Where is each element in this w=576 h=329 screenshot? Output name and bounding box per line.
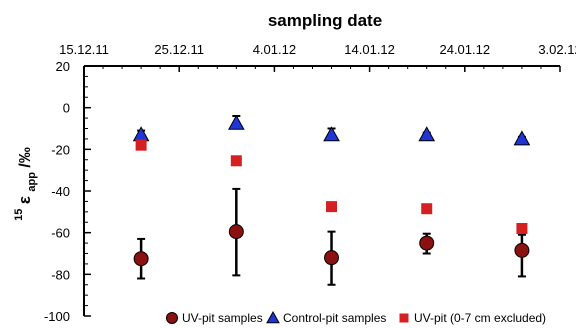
legend-label: UV-pit samples <box>182 311 263 325</box>
data-point-square <box>135 139 147 151</box>
x-tick-label: 15.12.11 <box>59 42 109 57</box>
y-axis-title-superscript: 15 <box>13 209 25 221</box>
data-point-square <box>516 223 528 234</box>
x-tick-label: 4.01.12 <box>253 42 296 57</box>
data-point-square <box>230 155 242 167</box>
data-point-circle <box>324 250 340 266</box>
y-tick-label: -100 <box>44 309 70 324</box>
legend-marker-square <box>399 313 409 323</box>
data-point-triangle <box>227 114 245 130</box>
y-axis-title: 15 ε app /‰ <box>9 147 39 221</box>
y-tick-label: -80 <box>51 267 70 282</box>
data-point-triangle <box>132 126 150 142</box>
x-axis-title: sampling date <box>268 11 382 30</box>
y-tick-label: 20 <box>56 59 70 74</box>
data-point-square <box>326 201 338 213</box>
plot-marks <box>132 114 531 286</box>
y-tick-label: -40 <box>51 184 70 199</box>
legend-marker-circle <box>166 312 178 324</box>
data-point-triangle <box>323 126 340 142</box>
x-ticks: 15.12.11 25.12.11 4.01.12 14.01.12 24.01.12 3… <box>59 42 576 72</box>
data-point-circle <box>419 235 435 251</box>
data-point-circle <box>514 242 530 258</box>
axes <box>83 65 560 316</box>
x-tick-label: 25.12.11 <box>154 42 204 57</box>
data-point-triangle <box>418 126 436 142</box>
y-axis-title-symbol: ε <box>15 196 34 204</box>
legend: UV-pit samples Control-pit samples UV-pit … <box>166 310 546 325</box>
y-axis-title-subscript: app <box>26 172 38 192</box>
x-tick-label: 3.02.12 <box>538 42 576 57</box>
data-point-square <box>421 203 433 215</box>
data-point-triangle <box>513 130 531 146</box>
data-point-circle <box>228 224 244 240</box>
legend-label: UV-pit (0-7 cm excluded) <box>414 311 546 325</box>
y-axis-title-unit: /‰ <box>17 147 34 167</box>
y-tick-label: -20 <box>51 142 70 157</box>
x-tick-label: 14.01.12 <box>344 42 395 57</box>
data-point-circle <box>133 251 149 267</box>
y-tick-label: 0 <box>63 101 70 116</box>
y-ticks: 20 0 -20 -40 -60 -80 -100 <box>44 59 91 324</box>
legend-marker-triangle <box>266 310 280 324</box>
legend-label: Control-pit samples <box>283 311 386 325</box>
x-tick-label: 24.01.12 <box>439 42 490 57</box>
y-tick-label: -60 <box>51 226 70 241</box>
svg-text:15 ε app /‰: 15 ε app /‰ <box>9 147 39 221</box>
